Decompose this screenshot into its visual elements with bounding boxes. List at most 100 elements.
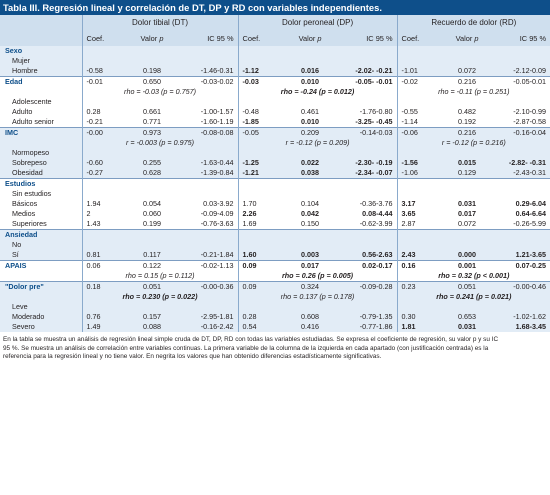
- coef-cell: -0.00: [81, 127, 122, 138]
- ci-cell: [497, 178, 550, 189]
- group-header-dt: Dolor tibial (DT): [81, 15, 239, 31]
- ci-cell: [340, 56, 398, 66]
- coef-cell: 0.16: [396, 260, 438, 271]
- correlation-cell: r = -0.003 (p = 0.975): [81, 138, 239, 148]
- coef-cell: 0.76: [81, 312, 122, 322]
- coef-cell: -0.21: [81, 117, 122, 128]
- ci-cell: [497, 56, 550, 66]
- p-value-cell: 0.051: [437, 281, 498, 292]
- p-value-cell: [437, 189, 497, 199]
- correlation-cell: rho = -0.03 (p = 0.757): [81, 87, 239, 97]
- p-value-cell: 0.072: [458, 219, 477, 228]
- coef-cell: [396, 97, 438, 107]
- coef-cell: [81, 240, 122, 250]
- coef-cell: -0.55: [396, 107, 438, 117]
- coef-cell: [237, 178, 281, 189]
- note-line: referencia para la regresión lineal y no…: [3, 353, 382, 361]
- ci-cell: [340, 97, 397, 107]
- coef-cell: [396, 189, 438, 199]
- ci-cell: -1.00-1.57: [200, 107, 234, 116]
- ci-cell: [497, 46, 550, 56]
- ci-cell: [182, 97, 238, 107]
- coef-cell: [237, 229, 281, 240]
- p-value-cell: 0.031: [458, 199, 477, 208]
- coef-cell: -1.85: [237, 117, 281, 128]
- p-value-cell: 0.038: [280, 168, 341, 179]
- coef-cell: 1.60: [237, 250, 281, 261]
- col-p-dp: Valor p: [280, 31, 341, 46]
- coef-cell: 2.26: [237, 209, 281, 219]
- ci-cell: -2.30- -0.19: [340, 158, 398, 168]
- ci-cell: [182, 302, 239, 312]
- ci-cell: [340, 240, 398, 250]
- ci-cell: -2.34- -0.07: [340, 168, 398, 179]
- p-value-cell: 0.192: [458, 117, 477, 126]
- row-label: Adulto senior: [12, 117, 54, 126]
- table-row: APAIS 0.06 0.122 -0.02-1.13 0.09 0.017 0.02-0.…: [0, 260, 550, 271]
- ci-cell: 0.08-4.44: [362, 209, 393, 218]
- p-value-cell: [122, 240, 182, 250]
- p-value-cell: 0.255: [122, 158, 182, 168]
- ci-cell: [340, 189, 397, 199]
- coef-cell: [237, 148, 281, 158]
- p-value-cell: [437, 46, 498, 56]
- p-value-cell: 0.416: [280, 322, 341, 332]
- p-value-cell: [437, 97, 497, 107]
- coef-cell: [237, 240, 281, 250]
- table-title: Tabla III. Regresión lineal y correlació…: [0, 0, 550, 15]
- ci-cell: -0.76-3.63: [200, 219, 234, 228]
- ci-cell: -2.02- -0.21: [340, 66, 398, 77]
- header-corner: [0, 15, 82, 31]
- p-value-cell: 0.199: [143, 219, 161, 228]
- table-row: Sobrepeso -0.60 0.255 -1.63-0.44 -1.25 0.022-…: [0, 158, 550, 168]
- ci-cell: -1.46-0.31: [182, 66, 239, 77]
- ci-cell: 0.03-3.92: [203, 199, 234, 208]
- table-body: Sexo Mujer Hombre -0.58 0.198 -1.46-0.31 -1.12…: [0, 46, 550, 332]
- coef-cell: 0.23: [396, 281, 438, 292]
- p-value-cell: [280, 229, 341, 240]
- ci-cell: -1.39-0.84: [182, 168, 239, 179]
- group-header-row: Dolor tibial (DT) Dolor peroneal (DP) Re…: [0, 15, 550, 31]
- ci-cell: [340, 229, 398, 240]
- p-value-cell: [280, 46, 341, 56]
- section-label: APAIS: [0, 260, 82, 271]
- table-row: Básicos 1.94 0.054 0.03-3.92 1.70 0.104 -0.36-…: [0, 199, 550, 209]
- row-label: Moderado: [0, 312, 82, 322]
- row-label: Adolescente: [12, 97, 52, 106]
- row-label: [0, 292, 82, 302]
- p-value-cell: 0.129: [437, 168, 498, 179]
- table-row: Mujer: [0, 56, 550, 66]
- ci-cell: -0.08-0.08: [182, 127, 239, 138]
- coef-cell: [396, 229, 438, 240]
- row-label: Sin estudios: [12, 189, 52, 198]
- ci-cell: -2.82- -0.31: [497, 158, 550, 168]
- table-row: Adulto senior -0.21 0.771 -1.60-1.19 -1.85 0.…: [0, 117, 550, 128]
- section-label: IMC: [0, 127, 82, 138]
- coef-cell: 2: [81, 209, 122, 219]
- p-value-cell: [437, 302, 498, 312]
- coef-cell: -1.12: [237, 66, 281, 77]
- ci-cell: -2.87-0.58: [513, 117, 547, 126]
- ci-cell: -0.05-0.01: [497, 76, 550, 87]
- ci-cell: -1.63-0.44: [182, 158, 239, 168]
- ci-cell: -1.76-0.80: [359, 107, 393, 116]
- p-value-cell: 0.653: [437, 312, 498, 322]
- coef-cell: [237, 189, 281, 199]
- table-row: No: [0, 240, 550, 250]
- coef-cell: -0.05: [237, 127, 281, 138]
- row-label: Obesidad: [0, 168, 82, 179]
- col-coef-rd: Coef.: [396, 31, 438, 46]
- ci-cell: [497, 148, 550, 158]
- coef-cell: -0.27: [81, 168, 122, 179]
- table-row: Hombre -0.58 0.198 -1.46-0.31 -1.12 0.016 -2.0…: [0, 66, 550, 77]
- ci-cell: [182, 240, 239, 250]
- p-value-cell: [122, 46, 182, 56]
- coef-cell: -1.21: [237, 168, 281, 179]
- p-value-cell: 0.608: [280, 312, 341, 322]
- p-value-cell: 0.157: [122, 312, 182, 322]
- coef-cell: [81, 46, 122, 56]
- col-ic-dt: IC 95 %: [182, 31, 239, 46]
- regression-table: Dolor tibial (DT) Dolor peroneal (DP) Re…: [0, 15, 550, 332]
- correlation-row: r = -0.003 (p = 0.975) r = -0.12 (p = 0.2…: [0, 138, 550, 148]
- ci-cell: [340, 148, 398, 158]
